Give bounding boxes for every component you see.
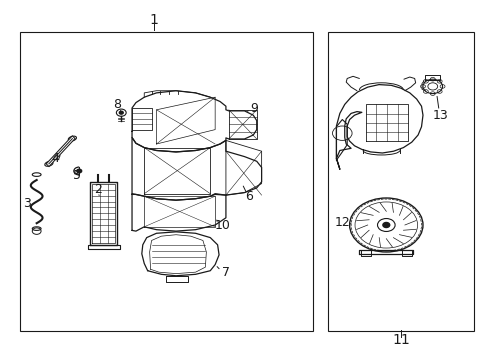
Circle shape bbox=[77, 169, 81, 173]
Bar bbox=[20, 32, 312, 331]
Text: 11: 11 bbox=[391, 333, 409, 347]
Text: 3: 3 bbox=[23, 197, 31, 210]
Circle shape bbox=[382, 222, 389, 228]
Text: 5: 5 bbox=[73, 169, 81, 182]
Text: 6: 6 bbox=[245, 190, 253, 203]
Text: 1: 1 bbox=[149, 13, 158, 27]
Text: 12: 12 bbox=[334, 216, 349, 229]
Text: 2: 2 bbox=[94, 183, 102, 195]
Circle shape bbox=[119, 111, 123, 114]
Bar bbox=[327, 32, 473, 331]
Text: 9: 9 bbox=[250, 102, 258, 115]
Text: 10: 10 bbox=[214, 219, 230, 231]
Text: 8: 8 bbox=[113, 98, 121, 111]
Text: 4: 4 bbox=[51, 152, 59, 165]
Text: 13: 13 bbox=[431, 109, 447, 122]
Text: 7: 7 bbox=[222, 266, 229, 279]
